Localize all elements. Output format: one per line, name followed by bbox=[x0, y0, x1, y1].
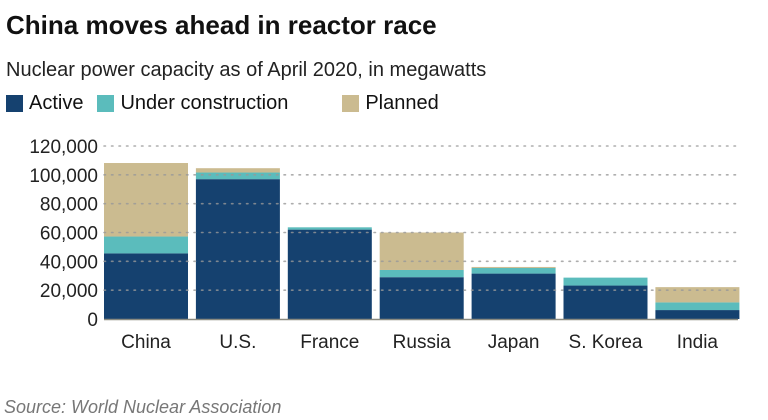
y-tick-label: 40,000 bbox=[40, 252, 98, 273]
bar-active bbox=[379, 277, 464, 319]
bar-planned bbox=[379, 232, 464, 270]
y-tick-label: 20,000 bbox=[40, 281, 98, 302]
legend-item-planned: Planned bbox=[342, 92, 439, 115]
bar-active bbox=[471, 273, 556, 319]
x-tick-label: France bbox=[300, 332, 359, 353]
legend-item-under-construction: Under construction bbox=[97, 92, 288, 115]
legend: Active Under construction Planned bbox=[6, 92, 439, 115]
legend-swatch-planned bbox=[342, 95, 360, 112]
y-tick-label: 80,000 bbox=[40, 195, 98, 216]
y-tick-label: 60,000 bbox=[40, 224, 98, 245]
bar-active bbox=[287, 229, 372, 319]
bar-planned bbox=[655, 287, 740, 303]
bar-active bbox=[655, 310, 740, 319]
bar-under-construction bbox=[104, 236, 188, 254]
bar-under-construction bbox=[287, 227, 372, 230]
bar-planned bbox=[195, 168, 280, 173]
x-tick-label: India bbox=[677, 332, 719, 353]
bar-under-construction bbox=[655, 302, 740, 311]
legend-label: Active bbox=[29, 92, 84, 114]
legend-label: Under construction bbox=[120, 92, 289, 114]
bar-under-construction bbox=[195, 172, 280, 180]
legend-item-active: Active bbox=[6, 92, 83, 115]
legend-swatch-active bbox=[6, 95, 23, 112]
x-tick-label: Russia bbox=[393, 332, 452, 353]
bar-planned bbox=[104, 163, 188, 237]
bar-active bbox=[195, 179, 280, 319]
x-tick-label: China bbox=[121, 332, 171, 353]
x-tick-label: U.S. bbox=[219, 332, 256, 353]
y-tick-label: 100,000 bbox=[29, 166, 98, 187]
bar-planned bbox=[471, 266, 556, 268]
source-note: Source: World Nuclear Association bbox=[4, 397, 282, 417]
y-tick-label: 120,000 bbox=[29, 137, 98, 158]
x-tick-label: S. Korea bbox=[569, 332, 643, 353]
legend-label: Planned bbox=[365, 92, 439, 114]
y-tick-label: 0 bbox=[87, 310, 98, 331]
bar-under-construction bbox=[471, 267, 556, 274]
bar-under-construction bbox=[563, 277, 648, 286]
legend-swatch-under-construction bbox=[97, 95, 115, 112]
bar-active bbox=[104, 253, 188, 319]
chart-title: China moves ahead in reactor race bbox=[6, 10, 437, 40]
x-tick-label: Japan bbox=[488, 332, 540, 353]
bar-under-construction bbox=[379, 269, 464, 278]
chart-subtitle: Nuclear power capacity as of April 2020,… bbox=[6, 59, 487, 81]
bar-active bbox=[563, 285, 648, 319]
